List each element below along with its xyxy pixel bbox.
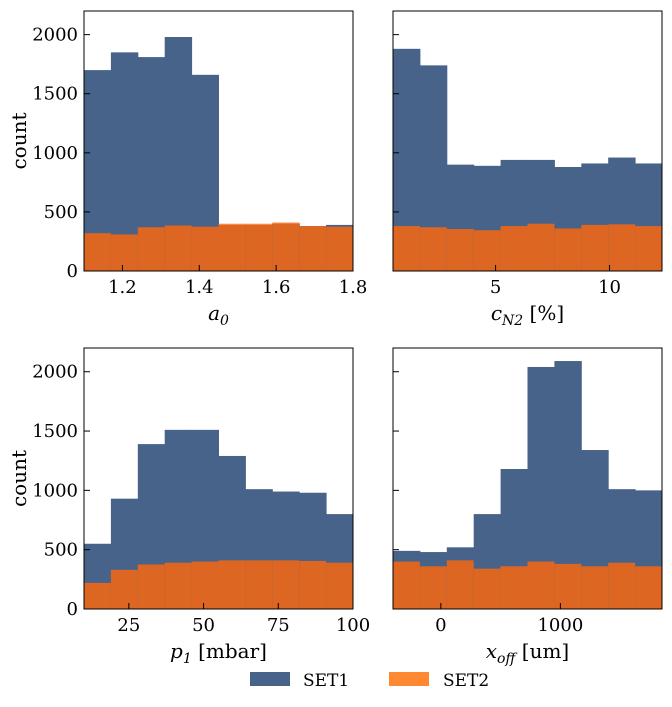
bar-set2 [608,562,636,609]
y-tick-label: 1500 [32,421,78,442]
x-tick-label: 50 [192,615,215,636]
bar-set2 [554,228,582,271]
bar-set2 [393,226,421,271]
bar-set2 [500,226,528,271]
bars [393,361,662,609]
legend-swatch-set1 [250,672,290,686]
legend-label-set1: SET1 [303,671,349,691]
y-tick-label: 500 [44,540,78,561]
histogram-panel-cn2: 5 10 cN2 [%] [392,10,663,329]
bars [393,48,662,271]
bar-set2 [446,560,475,609]
bar-set2 [191,226,219,271]
y-tick-label: 2000 [32,25,78,46]
bar-set2 [137,564,166,609]
bar-set2 [326,226,353,271]
x-tick-label: 1.2 [108,277,137,298]
bar-set2 [137,227,166,271]
axes-frame [83,347,354,610]
legend-swatch-set2 [389,672,429,686]
y-tick-label: 0 [67,599,78,620]
y-tick-label: 1000 [32,480,78,501]
y-axis-label: count [7,450,31,507]
bar-set2 [110,234,139,271]
histogram-panel-xoff: 0 1000 xoff [um] [392,347,663,667]
y-tick-label: 500 [44,202,78,223]
bar-set2-above [218,223,246,225]
bar-set2 [393,561,421,609]
histogram-panel-p1: 0 500 1000 1500 2000 25 50 75 100 p1 [mbar] count [7,347,370,667]
bar-set2 [527,561,555,609]
bar-set2-above [245,223,273,225]
bar-set2 [272,560,300,609]
bar-set2 [326,562,353,609]
bar-set2 [527,223,555,271]
x-tick-label: 0 [435,615,446,636]
y-tick-label: 2000 [32,362,78,383]
bars [84,37,353,271]
bar-set2 [446,229,475,271]
axes-frame [392,347,663,610]
x-tick-label: 5 [490,277,501,298]
bar-set2 [554,563,582,609]
bar-set2 [635,566,662,609]
x-axis-label: xoff [um] [486,639,569,667]
x-tick-label: 1.8 [339,277,368,298]
bar-set2 [218,224,246,271]
x-tick-label: 10 [598,277,621,298]
bar-set2 [272,223,300,271]
bar-set2 [419,566,448,609]
bar-set2 [84,233,112,271]
axes-frame [83,10,354,272]
bars [84,429,353,609]
legend-label-set2: SET2 [443,671,489,691]
bar-set2 [581,566,609,609]
axes-frame [392,10,663,272]
bar-set2 [299,226,327,271]
bar-set2 [245,224,273,271]
legend: SET1 SET2 [250,671,489,691]
bar-set2 [635,226,662,271]
bar-set2 [419,227,448,271]
bar-set2 [245,560,273,609]
x-tick-label: 25 [117,615,140,636]
histogram-panel-a0: 0 500 1000 1500 2000 1.2 1.4 1.6 1.8 a0 count [7,10,368,329]
bar-set2 [581,224,609,271]
x-tick-label: 100 [336,615,370,636]
bar-set2 [164,225,193,271]
bar-set2 [299,560,327,609]
bar-set2 [608,224,636,271]
bar-set2 [110,569,139,609]
bar-set2-above [272,222,300,224]
x-axis-label: cN2 [%] [491,301,564,329]
bar-set2 [500,566,528,609]
y-axis-label: count [7,112,31,169]
x-axis-label: p1 [mbar] [170,639,267,667]
x-tick-label: 75 [267,615,290,636]
bar-set2 [218,560,246,609]
bar-set2 [191,561,219,609]
x-tick-label: 1000 [537,615,583,636]
y-tick-label: 0 [67,261,78,282]
y-tick-label: 1000 [32,143,78,164]
bar-set2 [84,582,112,609]
bar-set2 [473,230,502,271]
x-tick-label: 1.6 [262,277,291,298]
y-tick-label: 1500 [32,84,78,105]
x-axis-label: a0 [208,301,229,329]
x-tick-label: 1.4 [185,277,214,298]
bar-set2 [473,568,502,609]
bar-set2 [164,562,193,609]
